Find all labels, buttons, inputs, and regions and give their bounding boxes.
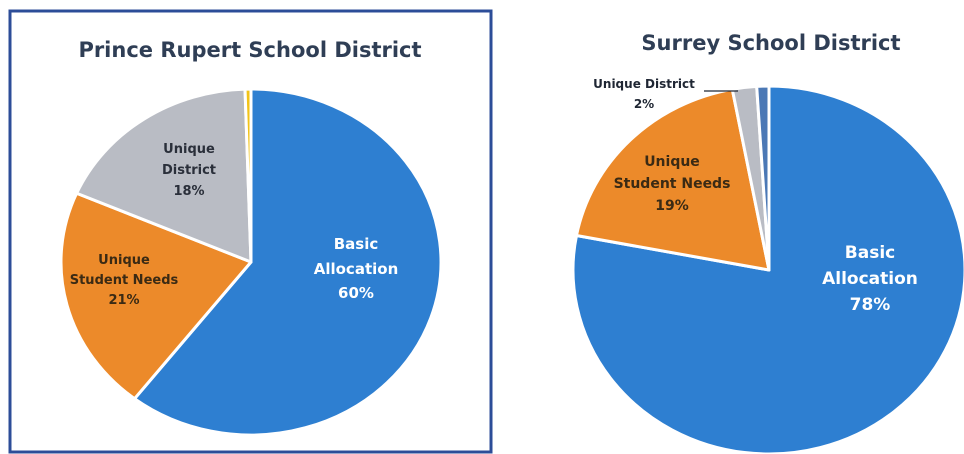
pie-slice-student (574, 87, 771, 272)
label-unique-district-percent: 18% (173, 184, 204, 199)
labels-prince-rupert: Basic Allocation 60% Unique Student Need… (70, 142, 399, 308)
chart-title-prince-rupert: Prince Rupert School District (78, 38, 421, 62)
label-basic-allocation-percent: 60% (338, 284, 374, 302)
pie-slice-other_yellow (243, 87, 253, 264)
label-basic-allocation-line1: Basic (845, 243, 895, 263)
label-unique-district-line2: District (162, 163, 216, 178)
label-unique-student-needs-line2: Student Needs (70, 273, 179, 288)
pie-prince-rupert (59, 87, 443, 437)
label-unique-student-needs-line2: Student Needs (614, 176, 731, 192)
chart-title-surrey: Surrey School District (641, 31, 900, 55)
label-unique-student-needs-line1: Unique (644, 154, 700, 170)
label-unique-district-line1: Unique (163, 142, 215, 157)
pie-slice-basic (133, 87, 443, 437)
pie-slice-other_blue (755, 84, 771, 272)
label-unique-student-needs-percent: 19% (655, 198, 689, 214)
label-unique-student-needs-line1: Unique (98, 253, 150, 268)
label-basic-allocation-line2: Allocation (822, 269, 918, 289)
pie-surrey (571, 84, 964, 454)
label-unique-district: Unique District (593, 77, 695, 91)
pie-slice-district (75, 87, 253, 264)
label-unique-district-percent: 2% (634, 97, 654, 111)
label-basic-allocation-line2: Allocation (314, 260, 399, 278)
label-basic-allocation-percent: 78% (850, 295, 891, 315)
label-unique-student-needs-percent: 21% (108, 293, 139, 308)
labels-surrey: Basic Allocation 78% Unique Student Need… (593, 77, 918, 315)
label-basic-allocation-line1: Basic (334, 235, 379, 253)
